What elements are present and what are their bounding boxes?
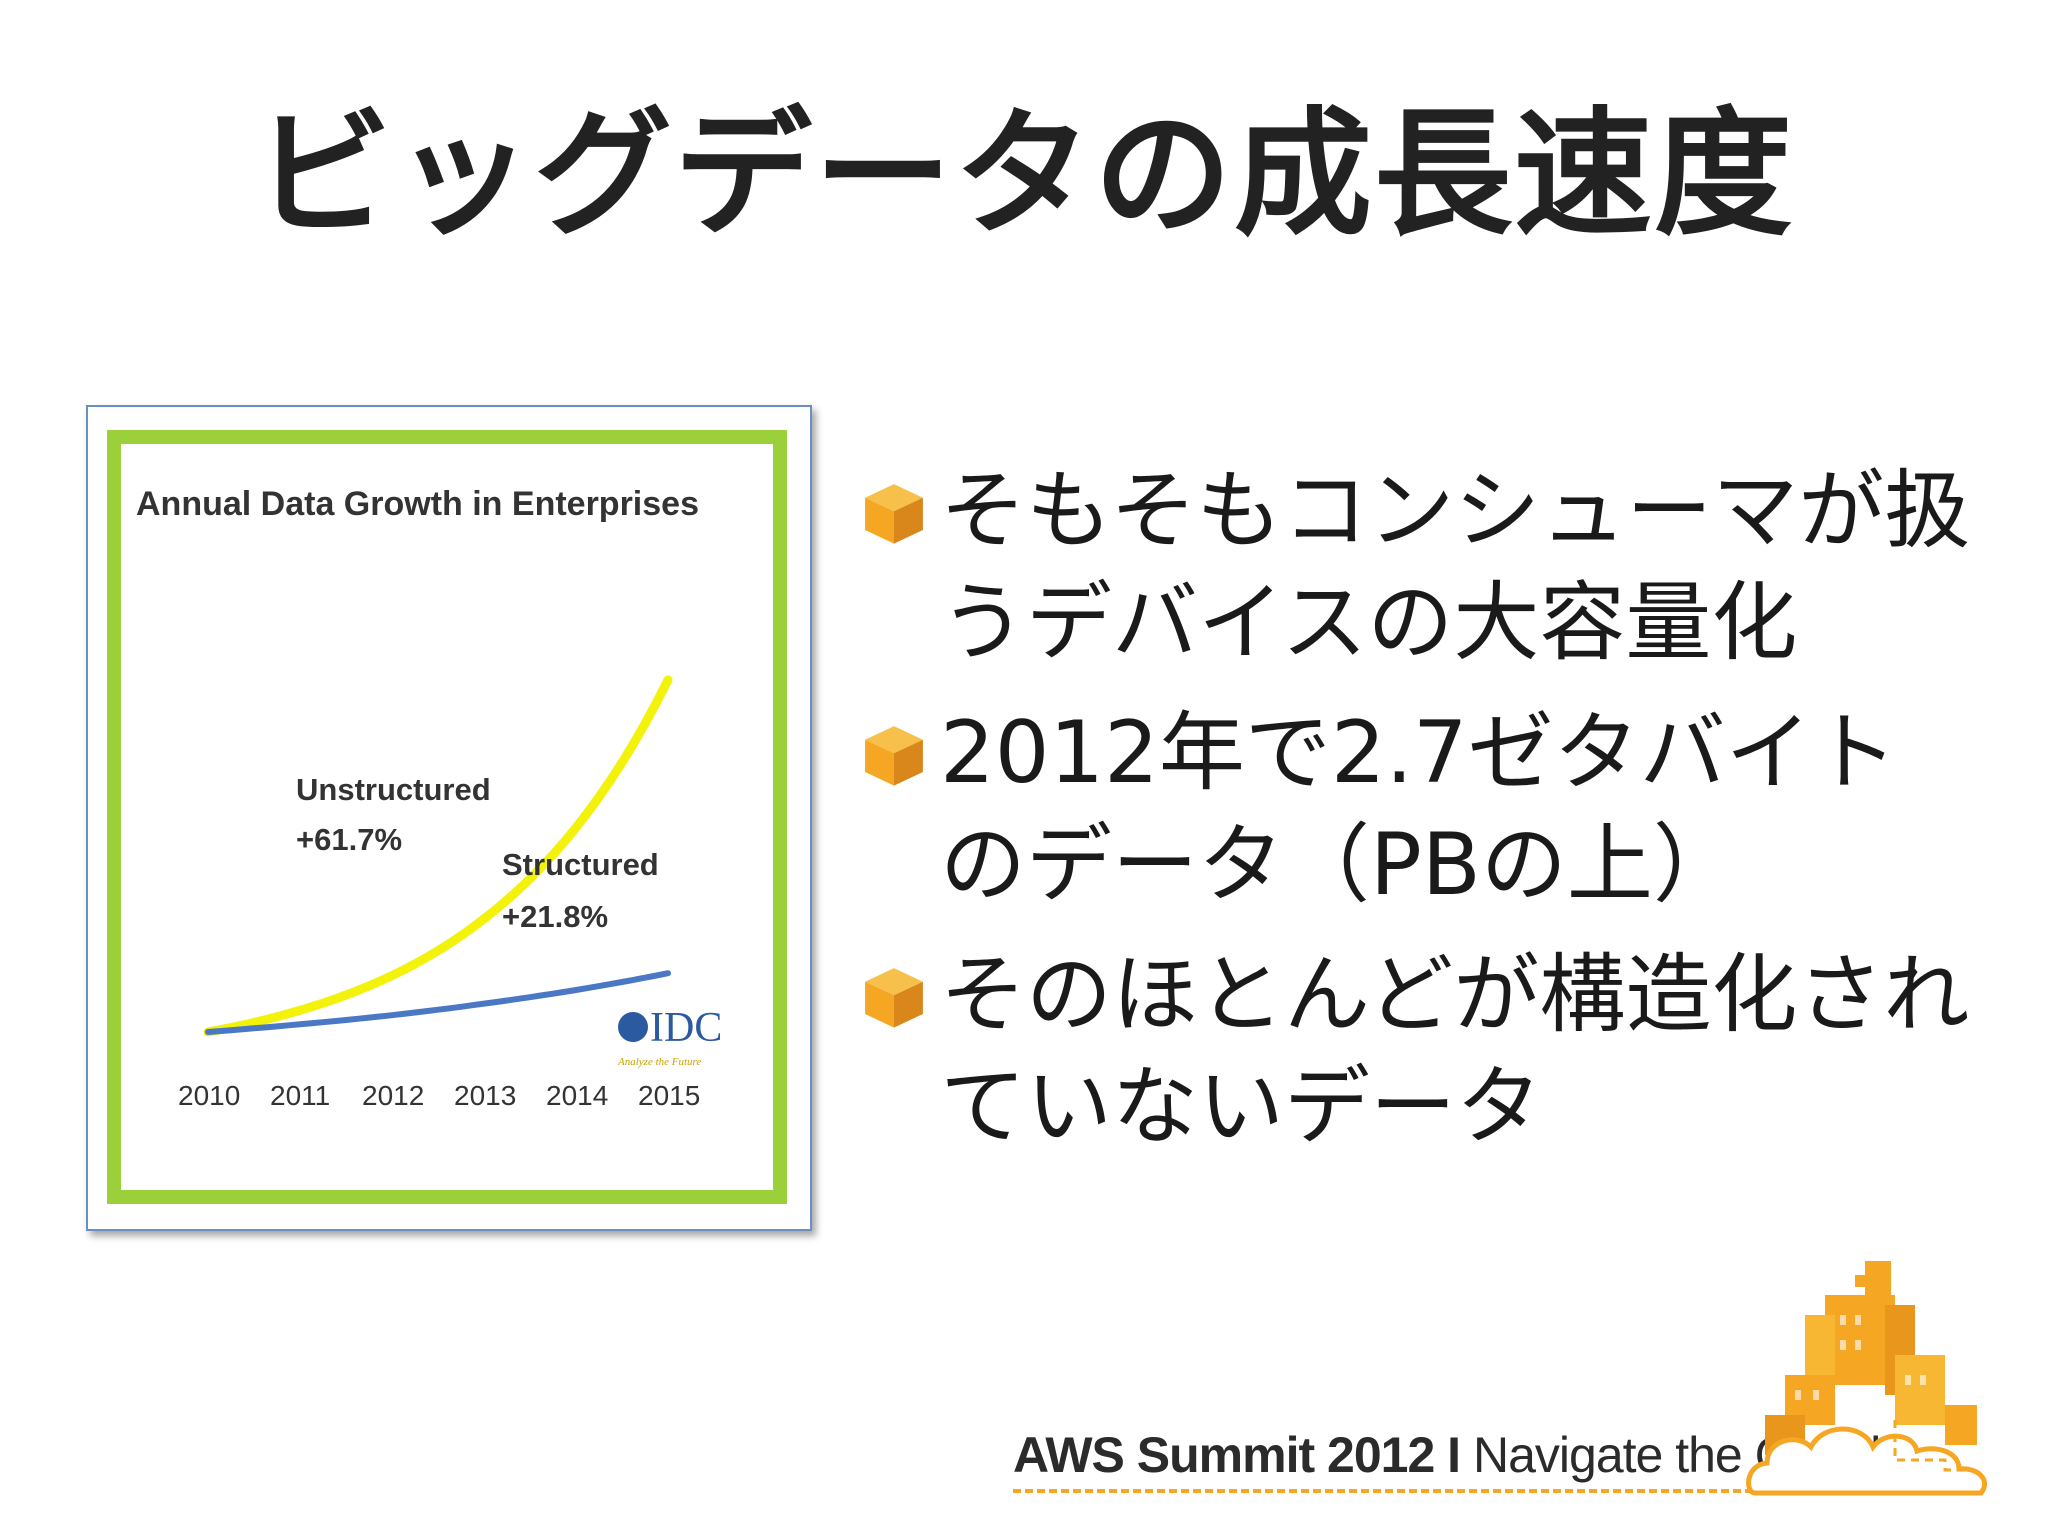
- x-tick-label: 2015: [638, 1080, 700, 1111]
- footer-dashed-line: [1013, 1489, 1753, 1493]
- unstructured-value: +61.7%: [296, 822, 402, 857]
- x-tick-label: 2011: [270, 1080, 330, 1111]
- idc-logo-text: IDC: [650, 1005, 722, 1051]
- x-tick-label: 2012: [362, 1080, 424, 1111]
- structured-label: Structured: [502, 847, 659, 882]
- bullet-item: 2012年で2.7ゼタバイトのデータ（PBの上）: [860, 697, 1990, 921]
- idc-globe-icon: [618, 1012, 648, 1042]
- bullet-item: そもそもコンシューマが扱うデバイスの大容量化: [860, 455, 1990, 679]
- bullet-text: 2012年で2.7ゼタバイトのデータ（PBの上）: [940, 703, 1898, 915]
- green-border: [107, 430, 787, 1204]
- growth-chart: Annual Data Growth in Enterprises Unstru…: [107, 430, 787, 1204]
- footer-separator: I: [1447, 1427, 1461, 1483]
- bullet-item: そのほとんどが構造化されていないデータ: [860, 939, 1990, 1163]
- structured-value: +21.8%: [502, 899, 608, 934]
- idc-tagline: Analyze the Future: [617, 1056, 701, 1068]
- x-tick-label: 2014: [546, 1080, 608, 1111]
- chart-title: Annual Data Growth in Enterprises: [136, 485, 699, 523]
- series-line-unstructured: [203, 675, 673, 1037]
- orange-cube-icon: [865, 484, 923, 544]
- series-lines: [203, 675, 673, 1037]
- footer-brand: AWS Summit 2012: [1013, 1427, 1435, 1483]
- x-axis-ticks: 2010 2011 2012 2013 2014 2015: [178, 1080, 700, 1111]
- orange-cube-icon: [865, 968, 923, 1028]
- x-tick-label: 2013: [454, 1080, 516, 1111]
- slide-title: ビッグデータの成長速度: [253, 94, 1794, 255]
- bullet-list: そもそもコンシューマが扱うデバイスの大容量化 2012年で2.7ゼタバイトのデー…: [860, 455, 1990, 1181]
- footer-event-title: AWS Summit 2012 I Navigate the Cloud: [1013, 1420, 1881, 1490]
- orange-cube-icon: [865, 726, 923, 786]
- x-tick-label: 2010: [178, 1080, 240, 1111]
- bullet-text: そのほとんどが構造化されていないデータ: [940, 945, 1970, 1157]
- unstructured-label: Unstructured: [296, 772, 491, 807]
- idc-chart-figure: Annual Data Growth in Enterprises Unstru…: [86, 405, 812, 1231]
- bullet-text: そもそもコンシューマが扱うデバイスの大容量化: [940, 461, 1971, 673]
- city-cloud-logo-icon: [1746, 1261, 1988, 1496]
- series-line-structured: [205, 970, 671, 1035]
